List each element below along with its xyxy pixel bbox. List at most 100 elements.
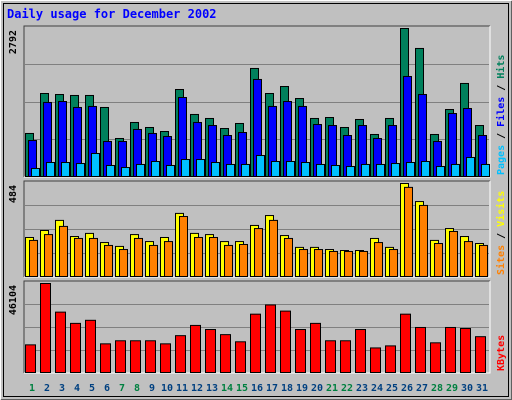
bar <box>115 340 126 374</box>
bar <box>301 162 310 177</box>
bar <box>449 230 458 277</box>
x-tick-label: 24 <box>371 383 383 394</box>
x-tick-label: 28 <box>431 383 443 394</box>
legend-separator: / <box>496 79 507 97</box>
legend-entry: Files <box>495 97 507 127</box>
bar <box>329 250 338 277</box>
x-tick-label: 7 <box>119 383 125 394</box>
bar <box>196 159 205 177</box>
x-tick-label: 29 <box>446 383 458 394</box>
x-tick-label: 4 <box>74 383 80 394</box>
legend-separator: / <box>496 127 507 145</box>
bar <box>250 313 261 374</box>
panel-edge-dark <box>23 280 490 373</box>
bar <box>403 75 412 177</box>
legend: Sites / Visits <box>495 191 507 275</box>
bar <box>316 163 325 178</box>
x-tick-label: 16 <box>251 383 263 394</box>
bar <box>74 237 83 278</box>
x-tick-label: 30 <box>461 383 473 394</box>
bar <box>211 162 220 177</box>
x-tick-label: 14 <box>221 383 233 394</box>
bar <box>190 324 201 374</box>
bar <box>179 216 188 277</box>
x-tick-label: 21 <box>326 383 338 394</box>
bar <box>226 163 235 178</box>
bar <box>119 249 128 277</box>
bar <box>406 162 415 177</box>
bar <box>59 225 68 278</box>
x-tick-label: 6 <box>104 383 110 394</box>
bar <box>254 228 263 277</box>
bar <box>280 310 291 374</box>
legend: KBytes <box>496 335 507 371</box>
bar <box>355 329 366 374</box>
bar <box>220 334 231 373</box>
bar <box>239 243 248 278</box>
bar <box>415 326 426 374</box>
legend: Pages / Files / Hits <box>495 55 507 175</box>
bar <box>374 242 383 277</box>
bar <box>40 283 51 373</box>
bar <box>76 163 85 178</box>
bar <box>286 160 295 178</box>
x-tick-label: 11 <box>176 383 188 394</box>
panel-edge-dark <box>23 180 490 277</box>
bar <box>224 244 233 277</box>
bar <box>164 241 173 278</box>
legend-entry: Hits <box>495 55 507 79</box>
panel-edge-dark <box>23 25 490 177</box>
bar <box>481 163 490 178</box>
bar <box>61 162 70 177</box>
bar <box>85 319 96 374</box>
legend-entry: KBytes <box>496 335 507 371</box>
bar <box>344 250 353 277</box>
bar <box>419 204 428 277</box>
x-tick-label: 3 <box>59 383 65 394</box>
bar <box>29 239 38 277</box>
bar <box>205 329 216 374</box>
x-tick-label: 1 <box>29 383 35 394</box>
x-tick-label: 12 <box>191 383 203 394</box>
bar <box>400 313 411 374</box>
bar <box>310 322 321 373</box>
bar <box>451 163 460 178</box>
bar <box>389 249 398 277</box>
bar <box>464 241 473 278</box>
legend-entry: Visits <box>495 191 507 227</box>
x-tick-label: 18 <box>281 383 293 394</box>
bar <box>361 163 370 178</box>
bar <box>376 163 385 178</box>
x-tick-label: 9 <box>149 383 155 394</box>
x-tick-label: 17 <box>266 383 278 394</box>
x-tick-label: 19 <box>296 383 308 394</box>
bar <box>421 160 430 178</box>
bar <box>370 347 381 373</box>
bar <box>160 343 171 373</box>
bar <box>91 152 100 177</box>
bar <box>466 156 475 177</box>
x-tick-label: 25 <box>386 383 398 394</box>
bar <box>70 322 81 373</box>
x-tick-label: 5 <box>89 383 95 394</box>
bar <box>265 304 276 374</box>
bar <box>331 164 340 177</box>
legend-entry: Pages <box>496 145 507 175</box>
bar <box>445 326 456 374</box>
x-tick-label: 31 <box>476 383 488 394</box>
bar <box>479 244 488 277</box>
y-tick-label: 484 <box>8 185 19 203</box>
legend-entry: Sites <box>495 245 507 275</box>
bar <box>194 236 203 277</box>
x-tick-label: 8 <box>134 383 140 394</box>
bar <box>136 163 145 178</box>
legend-separator: / <box>496 227 507 245</box>
y-tick-label: 46104 <box>8 285 19 315</box>
bar <box>121 167 130 178</box>
y-tick-label: 2792 <box>8 30 19 54</box>
x-tick-label: 20 <box>311 383 323 394</box>
bar <box>359 250 368 277</box>
bar <box>130 340 141 374</box>
